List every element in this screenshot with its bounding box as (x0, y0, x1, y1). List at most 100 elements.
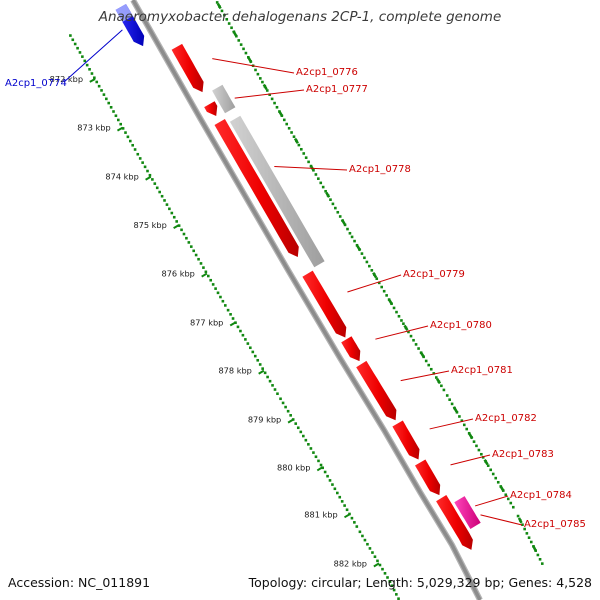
inner-dotted-ring (309, 447, 313, 450)
outer-dotted-ring (220, 9, 224, 13)
outer-ring-dash (435, 378, 442, 385)
gene-label[interactable]: A2cp1_0774 (5, 78, 67, 89)
inner-dotted-ring (168, 207, 171, 211)
outer-dotted-ring (440, 384, 443, 388)
gene-label[interactable]: A2cp1_0779 (403, 269, 465, 280)
gene-label[interactable]: A2cp1_0778 (349, 164, 411, 175)
outer-dotted-ring (302, 152, 306, 155)
outer-ring-dash (452, 406, 458, 413)
outer-dotted-ring (509, 501, 513, 505)
outer-dotted-ring (429, 367, 433, 371)
gene-cds-forward[interactable] (436, 495, 473, 550)
outer-dotted-ring (223, 13, 226, 17)
inner-dotted-ring (378, 563, 382, 567)
inner-dotted-ring (180, 228, 183, 232)
outer-dotted-ring (307, 160, 310, 164)
inner-dotted-ring (136, 152, 140, 156)
outer-dotted-ring (499, 485, 503, 488)
gene-label[interactable]: A2cp1_0783 (492, 449, 554, 460)
outer-dotted-ring (273, 101, 276, 105)
gene-label[interactable]: A2cp1_0784 (510, 490, 572, 501)
inner-dotted-ring (271, 384, 274, 387)
outer-dotted-ring (254, 68, 257, 72)
outer-dotted-ring (424, 359, 428, 363)
inner-dotted-ring (390, 584, 394, 588)
inner-dotted-ring (185, 236, 188, 240)
gene-label[interactable]: A2cp1_0785 (524, 519, 586, 530)
inner-dotted-ring (202, 266, 205, 269)
gene-label[interactable]: A2cp1_0781 (451, 365, 513, 376)
inner-dotted-ring (386, 576, 389, 579)
outer-dotted-ring (475, 444, 478, 448)
outer-dotted-ring (521, 523, 524, 527)
inner-dotted-ring (373, 555, 377, 559)
gene-label[interactable]: A2cp1_0780 (430, 320, 492, 331)
inner-dotted-ring (90, 72, 94, 75)
inner-dotted-ring (371, 551, 374, 554)
gene-pseudo-forward[interactable] (212, 84, 236, 114)
inner-dotted-ring (363, 538, 367, 542)
outer-dotted-ring (506, 497, 510, 501)
inner-dotted-ring (100, 89, 103, 92)
outer-dotted-ring (491, 472, 495, 476)
outer-dotted-ring (360, 252, 364, 255)
outer-dotted-ring (527, 536, 531, 539)
outer-dotted-ring (455, 410, 459, 414)
inner-dotted-ring (284, 405, 287, 409)
inner-dotted-ring (266, 375, 269, 379)
gene-pseudo-forward[interactable] (229, 115, 325, 268)
inner-dotted-ring (340, 500, 344, 503)
inner-dotted-ring (97, 84, 101, 88)
outer-dotted-ring (270, 97, 274, 101)
inner-dotted-ring (299, 430, 303, 434)
inner-dotted-ring (229, 313, 232, 316)
inner-dotted-ring (273, 388, 277, 391)
gene-cds-forward[interactable] (356, 360, 397, 421)
inner-dotted-ring (350, 516, 354, 520)
inner-dotted-ring (279, 397, 282, 401)
gene-cds-forward[interactable] (302, 270, 347, 338)
inner-dotted-ring (294, 422, 298, 425)
outer-dotted-ring (380, 285, 383, 289)
gene-cds-forward[interactable] (415, 459, 441, 496)
inner-dotted-ring (268, 379, 272, 383)
outer-dotted-ring (392, 306, 396, 310)
inner-dotted-ring (289, 414, 292, 417)
outer-dotted-ring (462, 423, 466, 427)
outer-dotted-ring (400, 319, 403, 322)
outer-dotted-ring (409, 334, 413, 338)
gene-label[interactable]: A2cp1_0777 (306, 84, 368, 95)
outer-dotted-ring (375, 277, 379, 280)
gene-label[interactable]: A2cp1_0782 (475, 413, 537, 424)
outer-dotted-ring (363, 256, 366, 260)
inner-dotted-ring (241, 333, 245, 337)
outer-dotted-ring (365, 260, 369, 264)
outer-dotted-ring (486, 464, 490, 467)
outer-dotted-ring (529, 540, 533, 544)
inner-dotted-ring (239, 329, 242, 333)
outer-dotted-ring (382, 289, 386, 293)
inner-dotted-ring (392, 588, 396, 592)
gene-cds-forward[interactable] (214, 119, 299, 257)
inner-dotted-ring (338, 495, 342, 499)
leader-line (474, 495, 509, 507)
gene-rna-forward[interactable] (454, 496, 481, 529)
gene-cds-forward[interactable] (204, 101, 218, 116)
inner-dotted-ring (258, 363, 262, 366)
gene-label[interactable]: A2cp1_0776 (296, 67, 358, 78)
leader-line (429, 418, 474, 430)
inner-dotted-ring (126, 135, 130, 139)
gene-cds-forward[interactable] (392, 420, 420, 460)
inner-dotted-ring (286, 409, 290, 413)
inner-dotted-ring (214, 287, 217, 290)
outer-dotted-ring (511, 505, 515, 509)
tick-label: 872 kbp (50, 74, 83, 84)
inner-dotted-ring (317, 459, 320, 463)
gene-cds-forward[interactable] (341, 336, 361, 362)
outer-dotted-ring (230, 26, 233, 30)
outer-dotted-ring (472, 440, 476, 443)
inner-dotted-ring (182, 232, 186, 236)
gene-cds-forward[interactable] (171, 43, 204, 93)
outer-dotted-ring (523, 527, 526, 531)
